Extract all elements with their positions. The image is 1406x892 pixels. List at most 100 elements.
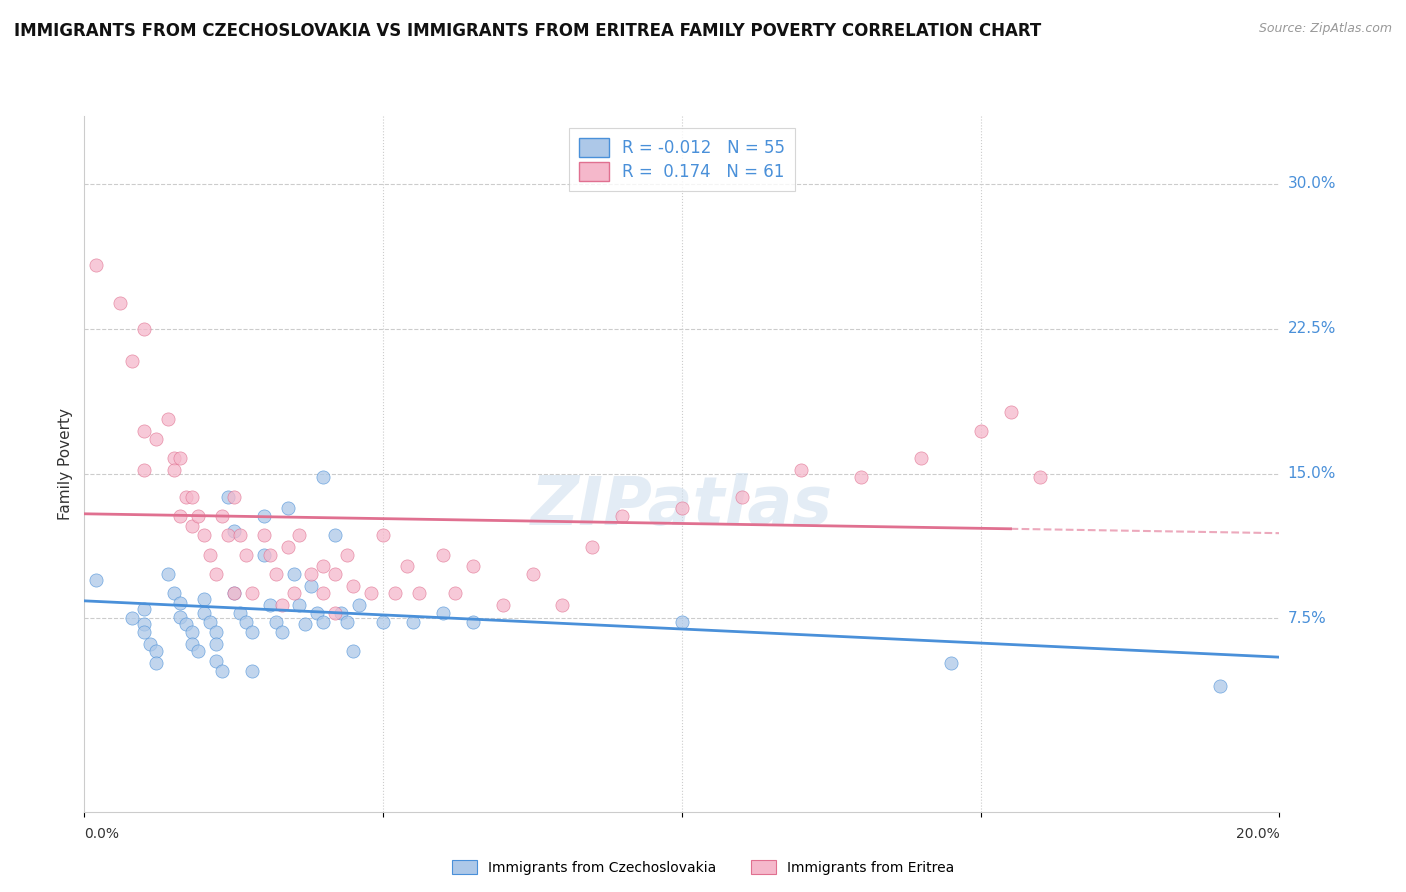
Text: 7.5%: 7.5% bbox=[1288, 611, 1326, 626]
Point bbox=[283, 567, 305, 582]
Point bbox=[323, 528, 347, 542]
Point bbox=[145, 656, 167, 670]
Point bbox=[312, 559, 335, 574]
Text: 0.0%: 0.0% bbox=[84, 827, 120, 841]
Point bbox=[205, 637, 228, 651]
Point bbox=[193, 606, 215, 620]
Point bbox=[330, 606, 353, 620]
Point bbox=[174, 617, 197, 632]
Point bbox=[396, 559, 419, 574]
Point bbox=[145, 644, 167, 658]
Point bbox=[312, 470, 335, 484]
Point bbox=[849, 470, 872, 484]
Point bbox=[301, 579, 323, 593]
Text: Source: ZipAtlas.com: Source: ZipAtlas.com bbox=[1258, 22, 1392, 36]
Point bbox=[253, 548, 276, 562]
Point bbox=[259, 548, 281, 562]
Point bbox=[163, 451, 186, 466]
Point bbox=[169, 508, 191, 523]
Point bbox=[240, 664, 263, 678]
Point bbox=[193, 592, 215, 607]
Point bbox=[312, 586, 335, 600]
Point bbox=[259, 598, 281, 612]
Text: 15.0%: 15.0% bbox=[1288, 466, 1336, 481]
Point bbox=[1029, 470, 1052, 484]
Point bbox=[253, 508, 276, 523]
Point bbox=[408, 586, 430, 600]
Point bbox=[139, 637, 162, 651]
Point bbox=[342, 644, 364, 658]
Point bbox=[371, 528, 394, 542]
Point bbox=[790, 462, 813, 476]
Point bbox=[432, 606, 454, 620]
Point bbox=[240, 624, 263, 639]
Point bbox=[253, 528, 276, 542]
Point bbox=[228, 528, 252, 542]
Point bbox=[205, 624, 228, 639]
Point bbox=[132, 321, 156, 335]
Point bbox=[384, 586, 406, 600]
Text: 30.0%: 30.0% bbox=[1288, 176, 1336, 191]
Point bbox=[180, 624, 202, 639]
Point bbox=[240, 586, 263, 600]
Point bbox=[163, 462, 186, 476]
Point bbox=[939, 656, 962, 670]
Point bbox=[169, 451, 191, 466]
Point bbox=[132, 617, 156, 632]
Point bbox=[970, 424, 993, 438]
Point bbox=[581, 540, 603, 554]
Point bbox=[283, 586, 305, 600]
Point bbox=[492, 598, 515, 612]
Point bbox=[211, 664, 233, 678]
Legend: Immigrants from Czechoslovakia, Immigrants from Eritrea: Immigrants from Czechoslovakia, Immigran… bbox=[446, 855, 960, 880]
Point bbox=[205, 567, 228, 582]
Point bbox=[288, 528, 311, 542]
Point bbox=[187, 644, 209, 658]
Point bbox=[174, 490, 197, 504]
Point bbox=[294, 617, 316, 632]
Point bbox=[169, 609, 191, 624]
Point bbox=[157, 412, 180, 426]
Point bbox=[222, 524, 245, 539]
Point bbox=[86, 258, 108, 272]
Point bbox=[205, 654, 228, 668]
Point bbox=[217, 490, 239, 504]
Point bbox=[132, 624, 156, 639]
Text: IMMIGRANTS FROM CZECHOSLOVAKIA VS IMMIGRANTS FROM ERITREA FAMILY POVERTY CORRELA: IMMIGRANTS FROM CZECHOSLOVAKIA VS IMMIGR… bbox=[14, 22, 1042, 40]
Legend: R = -0.012   N = 55, R =  0.174   N = 61: R = -0.012 N = 55, R = 0.174 N = 61 bbox=[569, 128, 794, 191]
Point bbox=[180, 490, 202, 504]
Point bbox=[402, 615, 425, 630]
Point bbox=[235, 615, 257, 630]
Point bbox=[270, 598, 292, 612]
Point bbox=[198, 548, 221, 562]
Point bbox=[217, 528, 239, 542]
Point bbox=[264, 567, 287, 582]
Point bbox=[222, 490, 245, 504]
Point bbox=[288, 598, 311, 612]
Point bbox=[211, 508, 233, 523]
Point bbox=[145, 432, 167, 446]
Point bbox=[671, 615, 693, 630]
Point bbox=[121, 611, 143, 625]
Point bbox=[307, 606, 329, 620]
Point bbox=[312, 615, 335, 630]
Point bbox=[180, 637, 202, 651]
Point bbox=[222, 586, 245, 600]
Point bbox=[731, 490, 754, 504]
Point bbox=[157, 567, 180, 582]
Point bbox=[301, 567, 323, 582]
Point bbox=[193, 528, 215, 542]
Point bbox=[336, 615, 359, 630]
Point bbox=[336, 548, 359, 562]
Point bbox=[187, 508, 209, 523]
Point bbox=[444, 586, 467, 600]
Point bbox=[610, 508, 633, 523]
Point bbox=[132, 462, 156, 476]
Point bbox=[270, 624, 292, 639]
Point bbox=[132, 602, 156, 616]
Text: 22.5%: 22.5% bbox=[1288, 321, 1336, 336]
Point bbox=[432, 548, 454, 562]
Point bbox=[222, 586, 245, 600]
Point bbox=[1000, 405, 1022, 419]
Point bbox=[110, 296, 132, 310]
